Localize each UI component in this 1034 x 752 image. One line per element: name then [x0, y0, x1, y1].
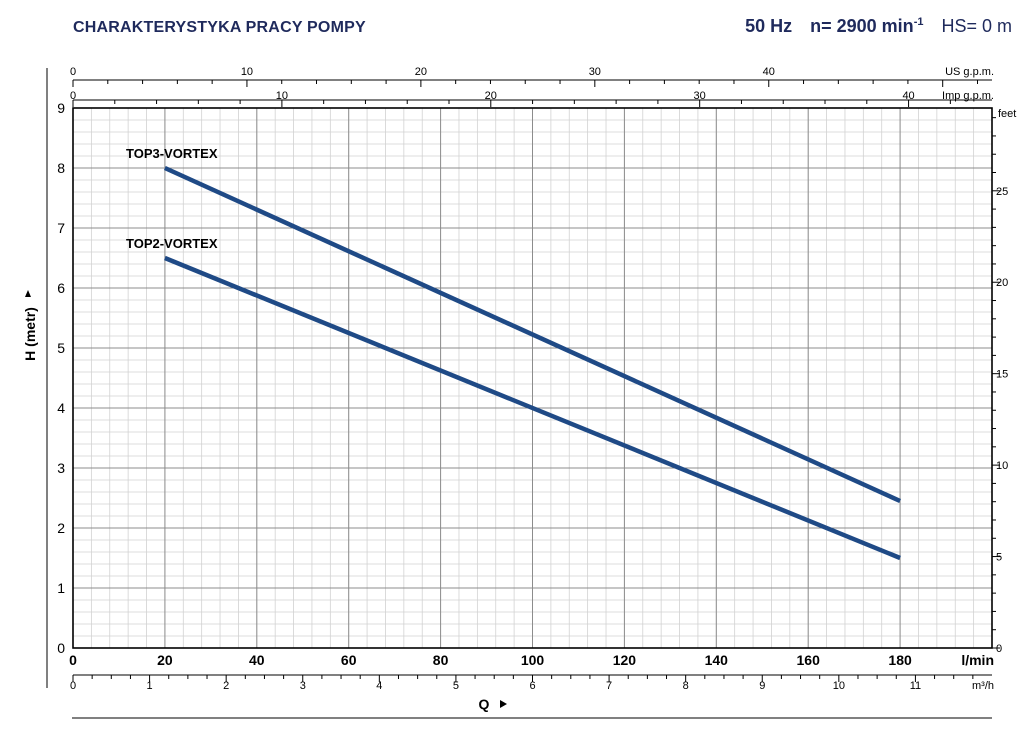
x-tick-label: 20: [157, 652, 173, 668]
feet-axis-tick-label: 15: [996, 369, 1008, 381]
feet-axis-unit-label: feet: [998, 108, 1016, 120]
x-tick-label: 0: [69, 652, 77, 668]
feet-axis-tick-label: 20: [996, 277, 1008, 289]
m3h-axis-tick-label: 8: [683, 680, 689, 692]
y-tick-label: 7: [57, 220, 65, 236]
m3h-axis-tick-label: 2: [223, 680, 229, 692]
x-unit-label: l/min: [961, 652, 994, 668]
y-tick-label: 0: [57, 640, 65, 656]
series-label: TOP3-VORTEX: [126, 146, 218, 161]
m3h-axis-tick-label: 5: [453, 680, 459, 692]
x-axis-arrow-icon: [500, 700, 507, 708]
us-gpm-axis-tick-label: 40: [763, 66, 775, 78]
m3h-axis-tick-label: 11: [910, 680, 921, 692]
feet-axis-tick-label: 0: [996, 643, 1002, 655]
imp-gpm-axis-tick-label: 40: [902, 90, 914, 102]
m3h-axis-tick-label: 3: [300, 680, 306, 692]
us-gpm-axis-tick-label: 20: [415, 66, 427, 78]
speed-label: n= 2900 min-1: [810, 16, 923, 36]
y-tick-label: 1: [57, 580, 65, 596]
feet-axis-tick-label: 10: [996, 460, 1008, 472]
y-tick-label: 6: [57, 280, 65, 296]
suction-head-label: HS= 0 m: [941, 16, 1012, 36]
y-tick-label: 3: [57, 460, 65, 476]
operating-conditions: 50 Hz n= 2900 min-1 HS= 0 m: [745, 16, 1012, 37]
us-gpm-axis-tick-label: 10: [241, 66, 253, 78]
series-label: TOP2-VORTEX: [126, 236, 218, 251]
x-tick-label: 140: [705, 652, 729, 668]
y-axis-arrow-icon: [25, 290, 31, 297]
y-tick-label: 8: [57, 160, 65, 176]
series-line-top2-vortex: [164, 255, 901, 561]
x-tick-label: 40: [249, 652, 265, 668]
series-layer: [163, 165, 902, 561]
m3h-axis-tick-label: 9: [759, 680, 765, 692]
chart-title: CHARAKTERYSTYKA PRACY POMPY: [73, 19, 366, 36]
imp-gpm-axis-unit-label: Imp g.p.m.: [942, 90, 994, 102]
us-gpm-axis-tick-label: 0: [70, 66, 76, 78]
feet-axis-tick-label: 5: [996, 552, 1002, 564]
m3h-axis-tick-label: 6: [529, 680, 535, 692]
x-tick-label: 180: [888, 652, 912, 668]
speed-text: n= 2900 min: [810, 16, 914, 36]
y-tick-label: 4: [57, 400, 65, 416]
imp-gpm-axis-tick-label: 10: [276, 90, 288, 102]
us-gpm-axis-tick-label: 30: [589, 66, 601, 78]
y-axis-title: H (metr): [22, 307, 38, 361]
plot-frame: [72, 107, 993, 649]
m3h-axis-tick-label: 1: [147, 680, 153, 692]
x-tick-label: 80: [433, 652, 449, 668]
imp-gpm-axis-tick-label: 30: [694, 90, 706, 102]
x-tick-label: 160: [797, 652, 821, 668]
imp-gpm-axis-tick-label: 20: [485, 90, 497, 102]
us-gpm-axis-unit-label: US g.p.m.: [945, 66, 994, 78]
m3h-axis-tick-label: 10: [833, 680, 845, 692]
x-tick-label: 120: [613, 652, 637, 668]
m3h-axis-tick-label: 7: [606, 680, 612, 692]
frequency-label: 50 Hz: [745, 16, 793, 36]
imp-gpm-axis-tick-label: 0: [70, 90, 76, 102]
x-tick-label: 60: [341, 652, 357, 668]
m3h-axis-tick-label: 0: [70, 680, 76, 692]
m3h-axis-unit-label: m³/h: [972, 680, 994, 692]
y-tick-label: 5: [57, 340, 65, 356]
y-tick-label: 9: [57, 100, 65, 116]
axes: [46, 68, 1000, 719]
y-tick-label: 2: [57, 520, 65, 536]
speed-exponent: -1: [913, 16, 924, 28]
feet-axis-tick-label: 25: [996, 186, 1008, 198]
x-tick-label: 100: [521, 652, 545, 668]
m3h-axis-tick-label: 4: [376, 680, 382, 692]
x-axis-title: Q: [479, 696, 490, 712]
series-line-top3-vortex: [163, 165, 902, 504]
